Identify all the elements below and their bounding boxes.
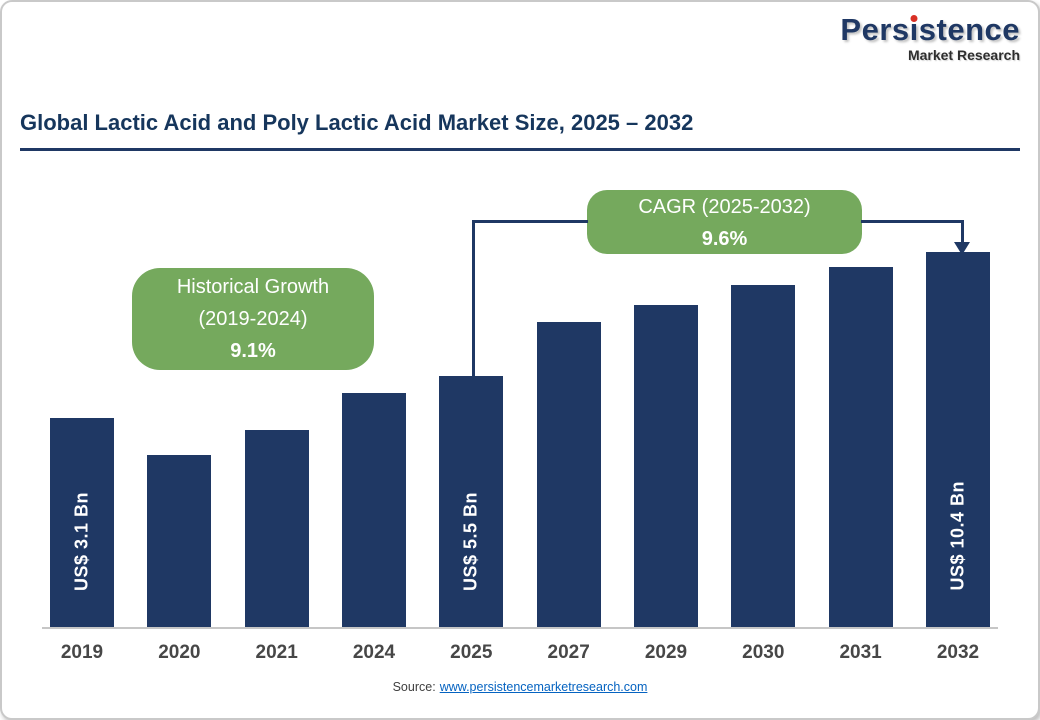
x-axis-label-2030: 2030 — [742, 642, 785, 663]
x-axis-label-2031: 2031 — [839, 642, 882, 663]
x-axis-label-2032: 2032 — [936, 642, 980, 663]
bar-2019: US$ 3.1 Bn — [50, 418, 114, 627]
cagr-label: CAGR (2025-2032) — [638, 196, 811, 218]
x-axis-label-2024: 2024 — [352, 642, 396, 663]
bar-2024 — [341, 393, 406, 627]
historical-growth-period: (2019-2024) — [198, 308, 308, 330]
bar-2027 — [536, 322, 601, 627]
bar-2025: US$ 5.5 Bn — [439, 376, 504, 627]
connector-line-to-2032-bar — [961, 220, 964, 244]
logo-red-dot-i: ı — [909, 12, 919, 47]
logo-text-part1: Pers — [840, 12, 910, 47]
arrow-down-icon — [954, 242, 970, 255]
title-underline — [20, 148, 1020, 151]
bar-2030 — [731, 285, 796, 627]
connector-line-to-cagr-box — [472, 220, 588, 223]
year-labels-row: 2019 2020 2021 2024 2025 2027 2029 2030 2031 2032 — [50, 642, 990, 664]
bars-row: US$ 3.1 Bn US$ 5.5 Bn US$ 10.4 Bn — [50, 252, 990, 627]
x-axis-label-2020: 2020 — [158, 642, 201, 663]
x-axis-label-2019: 2019 — [60, 642, 104, 663]
bar-value-label-2025: US$ 5.5 Bn — [460, 491, 481, 591]
source-label: Source: — [392, 680, 436, 694]
x-axis-label-2027: 2027 — [547, 642, 590, 663]
bar-value-label-2019: US$ 3.1 Bn — [71, 491, 92, 591]
x-axis-line — [42, 627, 998, 629]
logo-wordmark: Persıstence — [840, 12, 1020, 47]
cagr-callout: CAGR (2025-2032) 9.6% — [587, 190, 862, 254]
logo: Persıstence Market Research — [840, 12, 1020, 63]
x-axis-label-2021: 2021 — [255, 642, 298, 663]
historical-growth-callout: Historical Growth (2019-2024) 9.1% — [132, 268, 374, 370]
cagr-value: 9.6% — [701, 228, 748, 250]
bar-value-label-2032: US$ 10.4 Bn — [947, 481, 968, 591]
logo-tagline: Market Research — [907, 46, 1020, 63]
x-axis-label-2025: 2025 — [450, 642, 493, 663]
source-link[interactable]: www.persistencemarketresearch.com — [439, 680, 648, 694]
connector-line-from-2025-bar — [472, 220, 475, 376]
source-note: Source: www.persistencemarketresearch.com — [2, 680, 1038, 694]
logo-text-part2: stence — [918, 12, 1020, 47]
bar-2021 — [244, 430, 309, 627]
bar-2032: US$ 10.4 Bn — [925, 252, 990, 627]
historical-growth-value: 9.1% — [230, 340, 276, 362]
bar-2020 — [147, 455, 212, 627]
bar-2029 — [633, 305, 698, 627]
connector-line-from-cagr-box — [861, 220, 963, 223]
bar-2031 — [828, 267, 893, 627]
chart-title: Global Lactic Acid and Poly Lactic Acid … — [20, 110, 694, 135]
historical-growth-label: Historical Growth — [176, 276, 330, 298]
x-axis-label-2029: 2029 — [644, 642, 688, 663]
